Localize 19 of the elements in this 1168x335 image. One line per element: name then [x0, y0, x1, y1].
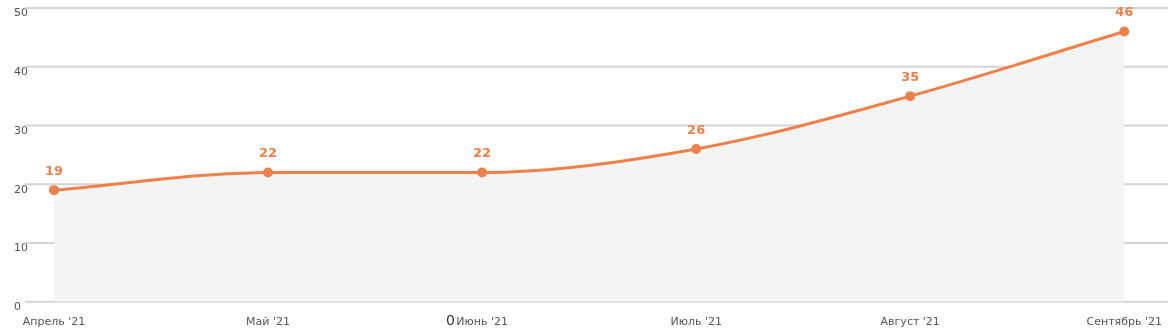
y-tick-label: 50: [14, 6, 28, 20]
x-tick-label: Июнь '21: [456, 315, 508, 329]
x-tick-label: Апрель '21: [22, 315, 86, 329]
x-tick-label: Сентябрь '21: [1086, 315, 1162, 329]
data-label: 35: [901, 69, 920, 85]
data-label: 19: [44, 163, 64, 179]
y-tick-label: 30: [14, 123, 28, 137]
data-label: 26: [687, 121, 706, 137]
x-tick-label: Май '21: [246, 315, 291, 329]
y-tick-label: 40: [14, 65, 28, 79]
x-tick-label: Июль '21: [670, 315, 722, 329]
data-label: 22: [259, 145, 278, 161]
text: 0: [446, 312, 455, 328]
data-label: 46: [1115, 4, 1134, 20]
x-tick-label: Август '21: [880, 315, 940, 329]
data-label: 22: [473, 145, 492, 161]
y-tick-label: 0: [14, 300, 21, 314]
y-tick-label: 20: [14, 182, 28, 196]
y-tick-label: 10: [14, 241, 28, 255]
